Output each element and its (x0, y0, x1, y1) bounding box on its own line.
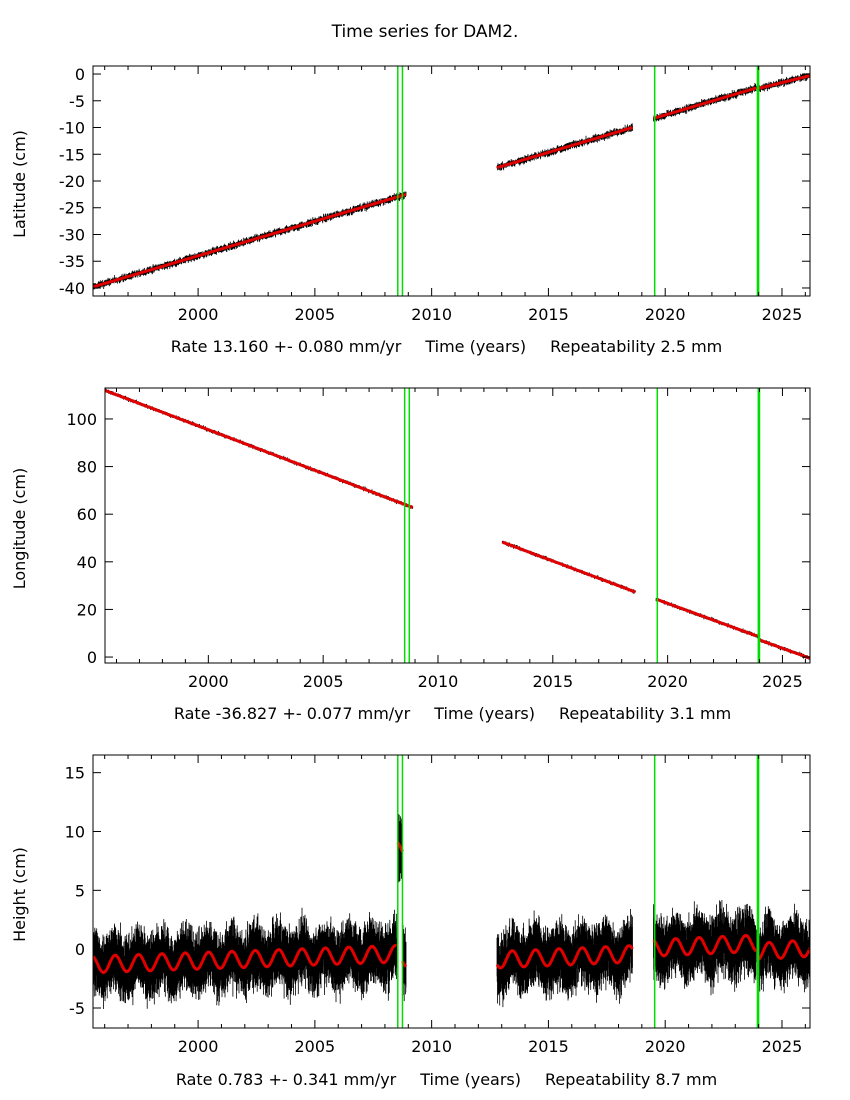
y-tick-label: 20 (77, 600, 97, 619)
x-tick-label: 2015 (528, 1037, 569, 1056)
y-tick-label: -5 (69, 999, 85, 1018)
model-fit-line (758, 74, 810, 90)
plot-area (105, 388, 810, 660)
plot-frame (104, 387, 811, 664)
model-fit-line (652, 933, 758, 958)
repeatability-label: Repeatability 3.1 mm (559, 704, 731, 723)
x-tick-label: 2010 (411, 1037, 452, 1056)
y-tick-label: -25 (59, 199, 85, 218)
y-tick-label: 80 (77, 458, 97, 477)
y-axis-label: Latitude (cm) (10, 130, 29, 238)
data-segment (655, 597, 758, 639)
y-tick-label: 15 (65, 764, 85, 783)
plot-area (93, 72, 810, 290)
data-segment (93, 907, 398, 1009)
time-axis-label: Time (years) (424, 337, 526, 356)
y-tick-label: 0 (87, 648, 97, 667)
x-tick-label: 2025 (762, 305, 803, 324)
x-tick-label: 2010 (418, 672, 459, 691)
rate-label: Rate 13.160 +- 0.080 mm/yr (171, 337, 402, 356)
y-tick-label: -40 (59, 279, 85, 298)
y-tick-label: -15 (59, 145, 85, 164)
y-tick-label: 5 (75, 881, 85, 900)
data-segment (758, 72, 810, 93)
y-tick-label: 100 (66, 410, 97, 429)
x-tick-label: 2020 (647, 672, 688, 691)
repeatability-label: Repeatability 2.5 mm (550, 337, 722, 356)
y-tick-label: -30 (59, 225, 85, 244)
data-error-bars (93, 907, 397, 1009)
y-tick-label: -20 (59, 172, 85, 191)
y-axis-label: Height (cm) (10, 847, 29, 942)
x-tick-label: 2020 (645, 1037, 686, 1056)
data-segment (105, 388, 414, 509)
model-fit-line (396, 841, 404, 853)
y-tick-label: -35 (59, 252, 85, 271)
longitude-panel: 2000 2005 2010 2015 2020 2025 0 20 40 60 80 100 Long… (10, 387, 811, 723)
rate-label: Rate -36.827 +- 0.077 mm/yr (174, 704, 411, 723)
data-segment (93, 191, 407, 290)
data-error-bars (758, 903, 810, 996)
repeatability-label: Repeatability 8.7 mm (545, 1070, 717, 1089)
model-fit-line (93, 192, 407, 289)
data-segment (653, 82, 757, 122)
plot-frame (92, 754, 811, 1029)
x-axis-label: Rate 0.783 +- 0.341 mm/yr Time (years) Rep… (176, 1070, 717, 1089)
x-tick-label: 2025 (762, 1037, 803, 1056)
x-tick-label: 2000 (178, 1037, 219, 1056)
data-segment (652, 900, 758, 996)
model-fit-line (105, 388, 414, 509)
data-segment (501, 540, 636, 594)
latitude-panel: 2000 2005 2010 2015 2020 2025 0 -5 -10 -15 -20 -25 -… (10, 65, 811, 356)
data-segment (496, 123, 633, 171)
x-axis-label: Rate 13.160 +- 0.080 mm/yr Time (years) Re… (171, 337, 723, 356)
x-tick-label: 2015 (532, 672, 573, 691)
y-tick-label: -10 (59, 119, 85, 138)
y-tick-label: 40 (77, 553, 97, 572)
model-fit-line (758, 638, 810, 660)
y-tick-label: 10 (65, 822, 85, 841)
x-axis-label: Rate -36.827 +- 0.077 mm/yr Time (years) R… (174, 704, 731, 723)
rate-label: Rate 0.783 +- 0.341 mm/yr (176, 1070, 397, 1089)
chart-title: Time series for DAM2. (331, 22, 519, 42)
model-fit-line (495, 944, 634, 970)
model-fit-line (655, 597, 758, 638)
data-segment (757, 903, 810, 996)
plot-area (93, 757, 810, 1009)
y-tick-label: 0 (75, 940, 85, 959)
x-tick-label: 2000 (188, 672, 229, 691)
x-tick-label: 2000 (178, 305, 219, 324)
x-tick-label: 2015 (528, 305, 569, 324)
x-tick-label: 2025 (762, 672, 803, 691)
time-axis-label: Time (years) (419, 1070, 521, 1089)
model-fit-line (496, 126, 633, 170)
x-tick-label: 2005 (303, 672, 344, 691)
time-axis-label: Time (years) (433, 704, 535, 723)
height-panel: 2000 2005 2010 2015 2020 2025 15 10 5 0 -5 Height (… (10, 754, 811, 1089)
data-segment (758, 638, 810, 660)
x-tick-label: 2005 (295, 1037, 336, 1056)
x-tick-label: 2005 (295, 305, 336, 324)
model-fit-line (501, 540, 636, 594)
model-fit-line (653, 86, 757, 120)
y-tick-label: -5 (69, 92, 85, 111)
x-tick-label: 2010 (411, 305, 452, 324)
y-tick-label: 0 (75, 65, 85, 84)
model-fit-line (93, 944, 398, 974)
data-segment (495, 909, 634, 1008)
y-tick-label: 60 (77, 505, 97, 524)
y-axis-label: Longitude (cm) (10, 468, 29, 590)
x-tick-label: 2020 (645, 305, 686, 324)
model-fit-line (757, 939, 810, 961)
